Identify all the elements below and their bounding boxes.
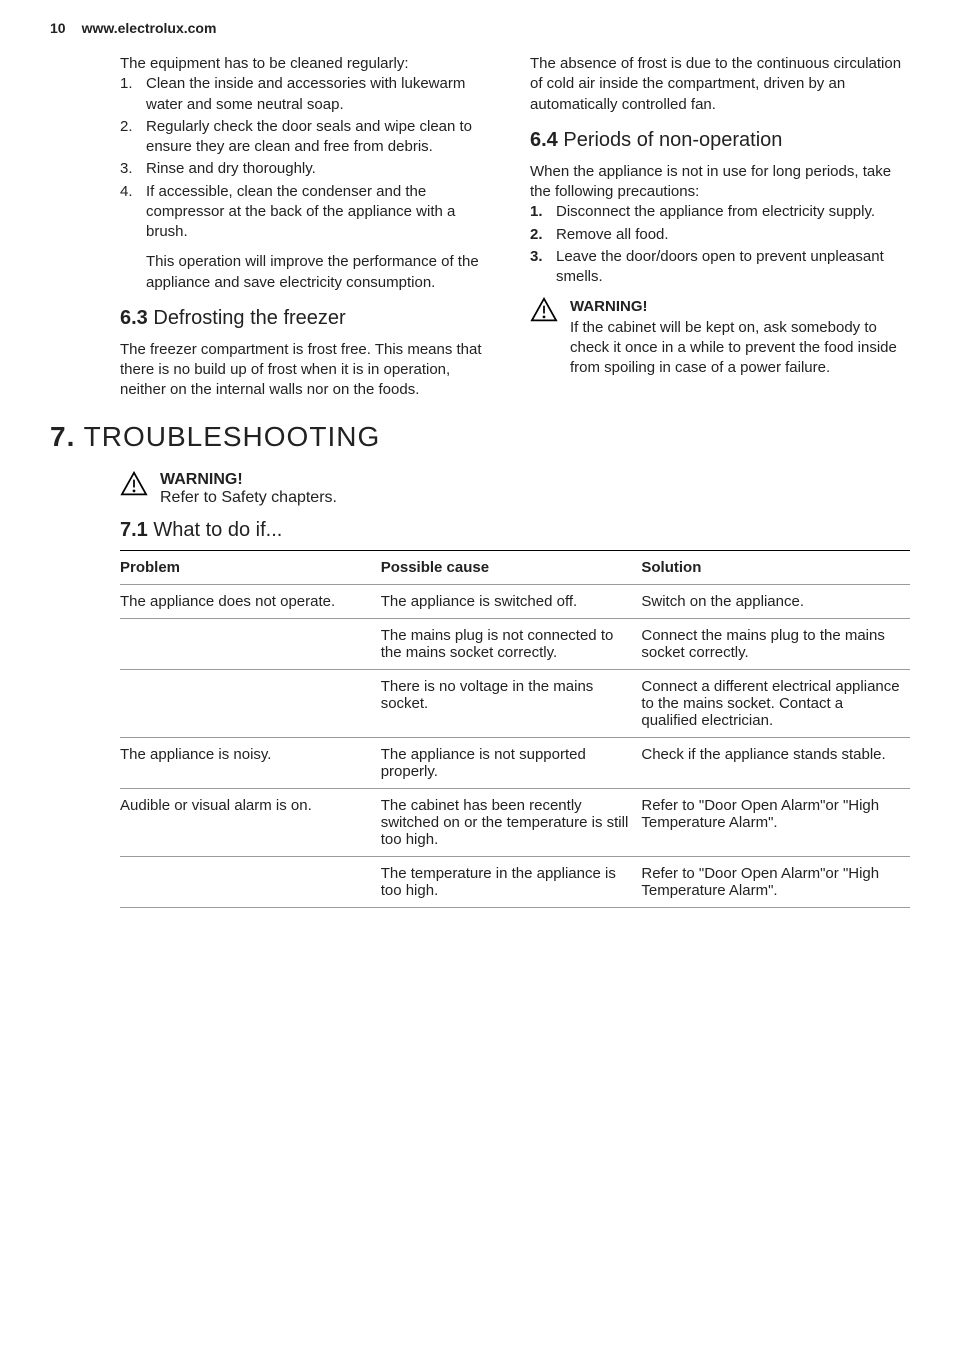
step-number: 4.: [120, 182, 133, 202]
col-header-cause: Possible cause: [381, 550, 642, 584]
sec7-content: WARNING! Refer to Safety chapters. 7.1 W…: [120, 471, 910, 542]
table-header-row: Problem Possible cause Solution: [120, 550, 910, 584]
troubleshooting-table-wrap: Problem Possible cause Solution The appl…: [120, 550, 910, 908]
cell-solution: Connect a different electrical appliance…: [641, 669, 910, 737]
cell-problem: Audible or visual alarm is on.: [120, 788, 381, 856]
heading-title: Defrosting the freezer: [148, 307, 346, 329]
heading-7: 7. TROUBLESHOOTING: [50, 421, 910, 453]
body-columns: The equipment has to be cleaned regularl…: [120, 54, 910, 401]
page: 10 www.electrolux.com The equipment has …: [0, 0, 960, 948]
page-header: 10 www.electrolux.com: [50, 20, 910, 36]
cell-problem: [120, 856, 381, 907]
cleaning-steps: 1. Clean the inside and accessories with …: [120, 74, 500, 242]
warning-icon: [120, 471, 148, 497]
heading-number: 6.3: [120, 307, 148, 329]
cell-problem: [120, 618, 381, 669]
warning-title: WARNING!: [570, 297, 910, 317]
list-item: 2. Regularly check the door seals and wip…: [120, 117, 500, 158]
heading-title: TROUBLESHOOTING: [75, 421, 380, 452]
step-text: Regularly check the door seals and wipe …: [146, 118, 472, 155]
step-text: Disconnect the appliance from electricit…: [556, 203, 875, 220]
table-row: The mains plug is not connected to the m…: [120, 618, 910, 669]
table-row: Audible or visual alarm is on. The cabin…: [120, 788, 910, 856]
step-number: 2.: [120, 117, 133, 137]
step-note: This operation will improve the performa…: [120, 252, 500, 293]
step-number: 1.: [530, 202, 543, 222]
cell-cause: The appliance is not supported properly.: [381, 737, 642, 788]
step-text: If accessible, clean the condenser and t…: [146, 183, 455, 241]
cell-solution: Connect the mains plug to the mains sock…: [641, 618, 910, 669]
cell-problem: The appliance does not operate.: [120, 584, 381, 618]
para-6-3: The freezer compartment is frost free. T…: [120, 340, 500, 401]
list-item: 3. Leave the door/doors open to prevent u…: [530, 247, 910, 288]
table-row: The temperature in the appliance is too …: [120, 856, 910, 907]
warning-text: WARNING! Refer to Safety chapters.: [160, 471, 337, 507]
cell-cause: The temperature in the appliance is too …: [381, 856, 642, 907]
header-url: www.electrolux.com: [82, 20, 217, 36]
list-item: 2. Remove all food.: [530, 225, 910, 245]
left-column: The equipment has to be cleaned regularl…: [120, 54, 500, 401]
cell-cause: The appliance is switched off.: [381, 584, 642, 618]
warning-title: WARNING!: [160, 471, 337, 489]
heading-title: What to do if...: [148, 519, 283, 541]
cell-cause: The cabinet has been recently switched o…: [381, 788, 642, 856]
para-frost: The absence of frost is due to the conti…: [530, 54, 910, 115]
warning-icon: [530, 297, 558, 323]
list-item: 1. Disconnect the appliance from electric…: [530, 202, 910, 222]
para-6-4: When the appliance is not in use for lon…: [530, 162, 910, 203]
heading-number: 7.1: [120, 519, 148, 541]
cell-solution: Refer to "Door Open Alarm"or "High Tempe…: [641, 856, 910, 907]
step-text: Rinse and dry thoroughly.: [146, 160, 316, 177]
cell-cause: There is no voltage in the mains socket.: [381, 669, 642, 737]
cell-cause: The mains plug is not connected to the m…: [381, 618, 642, 669]
right-column: The absence of frost is due to the conti…: [530, 54, 910, 401]
cell-solution: Switch on the appliance.: [641, 584, 910, 618]
cell-solution: Check if the appliance stands stable.: [641, 737, 910, 788]
step-number: 3.: [530, 247, 543, 267]
step-text: Clean the inside and accessories with lu…: [146, 75, 465, 112]
col-header-problem: Problem: [120, 550, 381, 584]
nonop-steps: 1. Disconnect the appliance from electric…: [530, 202, 910, 287]
list-item: 1. Clean the inside and accessories with …: [120, 74, 500, 115]
col-header-solution: Solution: [641, 550, 910, 584]
step-number: 2.: [530, 225, 543, 245]
cell-solution: Refer to "Door Open Alarm"or "High Tempe…: [641, 788, 910, 856]
heading-6-3: 6.3 Defrosting the freezer: [120, 305, 500, 332]
heading-number: 6.4: [530, 129, 558, 151]
step-text: Remove all food.: [556, 226, 669, 243]
step-number: 3.: [120, 159, 133, 179]
cell-problem: The appliance is noisy.: [120, 737, 381, 788]
cell-problem: [120, 669, 381, 737]
list-item: 3. Rinse and dry thoroughly.: [120, 159, 500, 179]
heading-6-4: 6.4 Periods of non-operation: [530, 127, 910, 154]
step-text: Leave the door/doors open to prevent unp…: [556, 248, 884, 285]
heading-7-1: 7.1 What to do if...: [120, 519, 910, 542]
list-item: 4. If accessible, clean the condenser and…: [120, 182, 500, 243]
warning-text: WARNING! If the cabinet will be kept on,…: [570, 297, 910, 378]
warning-block: WARNING! If the cabinet will be kept on,…: [530, 297, 910, 378]
warning-body: If the cabinet will be kept on, ask some…: [570, 318, 910, 379]
page-number: 10: [50, 20, 66, 36]
intro-text: The equipment has to be cleaned regularl…: [120, 54, 500, 74]
heading-title: Periods of non-operation: [558, 129, 783, 151]
warning-body: Refer to Safety chapters.: [160, 489, 337, 507]
table-row: The appliance is noisy. The appliance is…: [120, 737, 910, 788]
troubleshooting-table: Problem Possible cause Solution The appl…: [120, 550, 910, 908]
heading-number: 7.: [50, 421, 75, 452]
warning-block: WARNING! Refer to Safety chapters.: [120, 471, 910, 507]
table-row: There is no voltage in the mains socket.…: [120, 669, 910, 737]
step-number: 1.: [120, 74, 133, 94]
table-row: The appliance does not operate. The appl…: [120, 584, 910, 618]
